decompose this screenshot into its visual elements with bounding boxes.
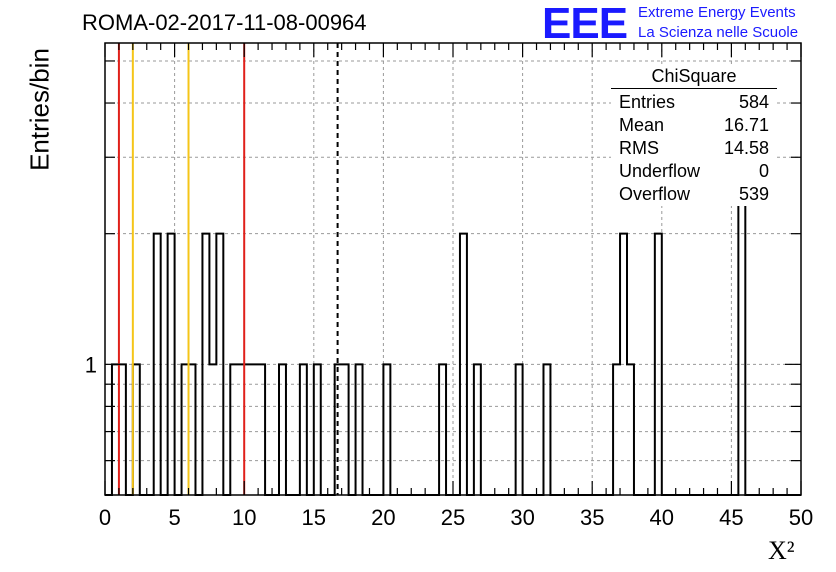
x-tick-label: 5	[168, 505, 180, 530]
x-tick-label: 40	[650, 505, 674, 530]
stats-label: Underflow	[619, 161, 701, 181]
x-tick-label: 10	[232, 505, 256, 530]
logo-line-1: Extreme Energy Events	[638, 4, 796, 21]
stats-label: Overflow	[619, 184, 691, 204]
stats-value: 584	[738, 92, 769, 112]
x-tick-label: 50	[789, 505, 813, 530]
y-axis-label: Entries/bin	[24, 48, 55, 171]
logo-line-2: La Scienza nelle Scuole	[638, 24, 799, 41]
x-tick-label: 20	[371, 505, 395, 530]
x-tick-label: 25	[441, 505, 465, 530]
stats-row: Overflow 539	[611, 183, 777, 206]
x-axis-label: X²	[768, 536, 795, 565]
stats-label: Mean	[619, 115, 665, 135]
stats-label: RMS	[619, 138, 659, 158]
eee-logo: EEE	[542, 0, 628, 48]
y-tick-label: 1	[85, 352, 97, 377]
x-tick-label: 15	[302, 505, 326, 530]
stats-value: 14.58	[723, 138, 769, 158]
x-tick-label: 0	[99, 505, 111, 530]
stats-row: Underflow 0	[611, 160, 777, 183]
stats-value: 0	[758, 161, 769, 181]
stats-row: Mean 16.71	[611, 114, 777, 137]
stats-row: RMS 14.58	[611, 137, 777, 160]
stats-row: Entries 584	[611, 91, 777, 114]
stats-value: 539	[738, 184, 769, 204]
stats-box: ChiSquare Entries 584 Mean 16.71 RMS 14.…	[611, 66, 777, 206]
histogram-bin	[738, 157, 745, 495]
stats-title: ChiSquare	[611, 66, 777, 89]
stats-label: Entries	[619, 92, 676, 112]
stats-value: 16.71	[723, 115, 769, 135]
x-tick-label: 30	[510, 505, 534, 530]
x-tick-label: 35	[580, 505, 604, 530]
x-tick-label: 45	[719, 505, 743, 530]
chart-title: ROMA-02-2017-11-08-00964	[82, 10, 367, 35]
